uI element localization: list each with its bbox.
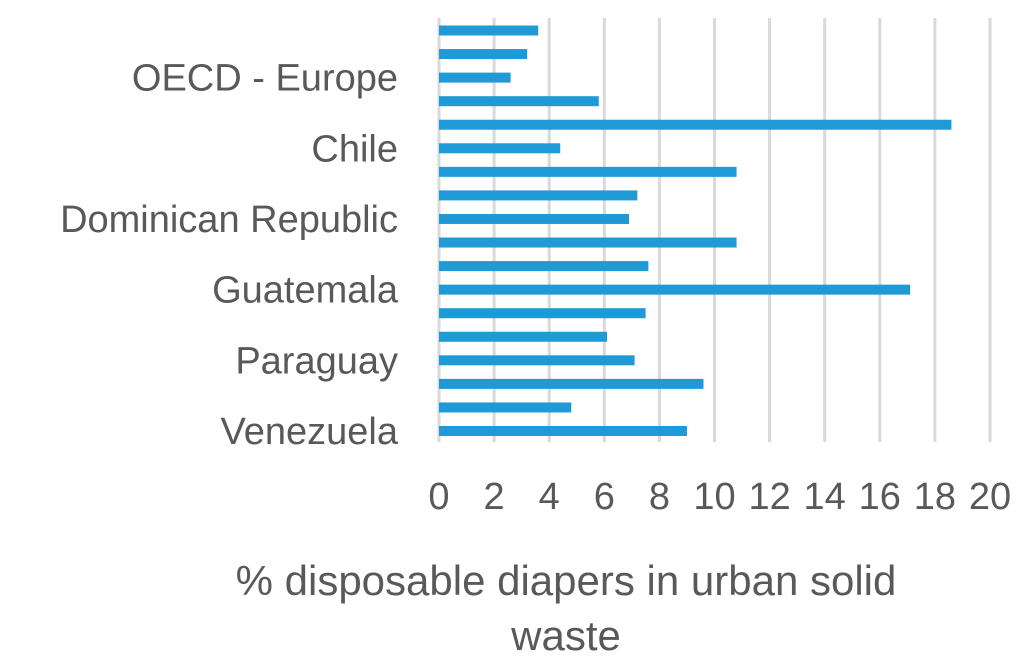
bar bbox=[439, 308, 646, 319]
x-axis-ticks: 0 2 4 6 8 10 12 14 16 18 20 bbox=[428, 476, 1011, 518]
x-axis-title-line-2: waste bbox=[510, 612, 621, 659]
bar bbox=[439, 119, 952, 130]
bar bbox=[439, 49, 528, 60]
bar bbox=[439, 96, 599, 107]
bar bbox=[439, 190, 638, 201]
bar bbox=[439, 261, 649, 272]
bar bbox=[439, 355, 635, 366]
x-tick-label: 12 bbox=[748, 476, 790, 518]
x-tick-label: 4 bbox=[539, 476, 560, 518]
category-label: Guatemala bbox=[212, 270, 399, 312]
bar bbox=[439, 25, 539, 36]
x-tick-label: 0 bbox=[428, 476, 449, 518]
bar bbox=[439, 284, 911, 295]
bar bbox=[439, 402, 572, 413]
category-label: Dominican Republic bbox=[60, 199, 398, 241]
bar bbox=[439, 378, 704, 389]
bar bbox=[439, 213, 630, 224]
x-tick-label: 10 bbox=[693, 476, 735, 518]
gridlines bbox=[437, 18, 992, 442]
category-labels: OECD - Europe Chile Dominican Republic Guat… bbox=[60, 58, 399, 453]
x-axis-title-line-1: % disposable diapers in urban solid bbox=[236, 557, 897, 604]
bars bbox=[439, 25, 952, 436]
bar bbox=[439, 331, 608, 342]
category-label: Chile bbox=[311, 128, 398, 170]
category-label: Paraguay bbox=[235, 340, 398, 382]
bar bbox=[439, 426, 687, 436]
bar bbox=[439, 166, 737, 177]
x-tick-label: 6 bbox=[594, 476, 615, 518]
x-tick-label: 18 bbox=[914, 476, 956, 518]
x-tick-label: 2 bbox=[484, 476, 505, 518]
bar bbox=[439, 237, 737, 248]
category-label: OECD - Europe bbox=[132, 58, 398, 100]
x-tick-label: 16 bbox=[859, 476, 901, 518]
bar bbox=[439, 143, 561, 154]
x-tick-label: 8 bbox=[649, 476, 670, 518]
x-tick-label: 20 bbox=[969, 476, 1011, 518]
category-label: Venezuela bbox=[221, 411, 399, 453]
bar bbox=[439, 72, 511, 83]
x-tick-label: 14 bbox=[804, 476, 846, 518]
